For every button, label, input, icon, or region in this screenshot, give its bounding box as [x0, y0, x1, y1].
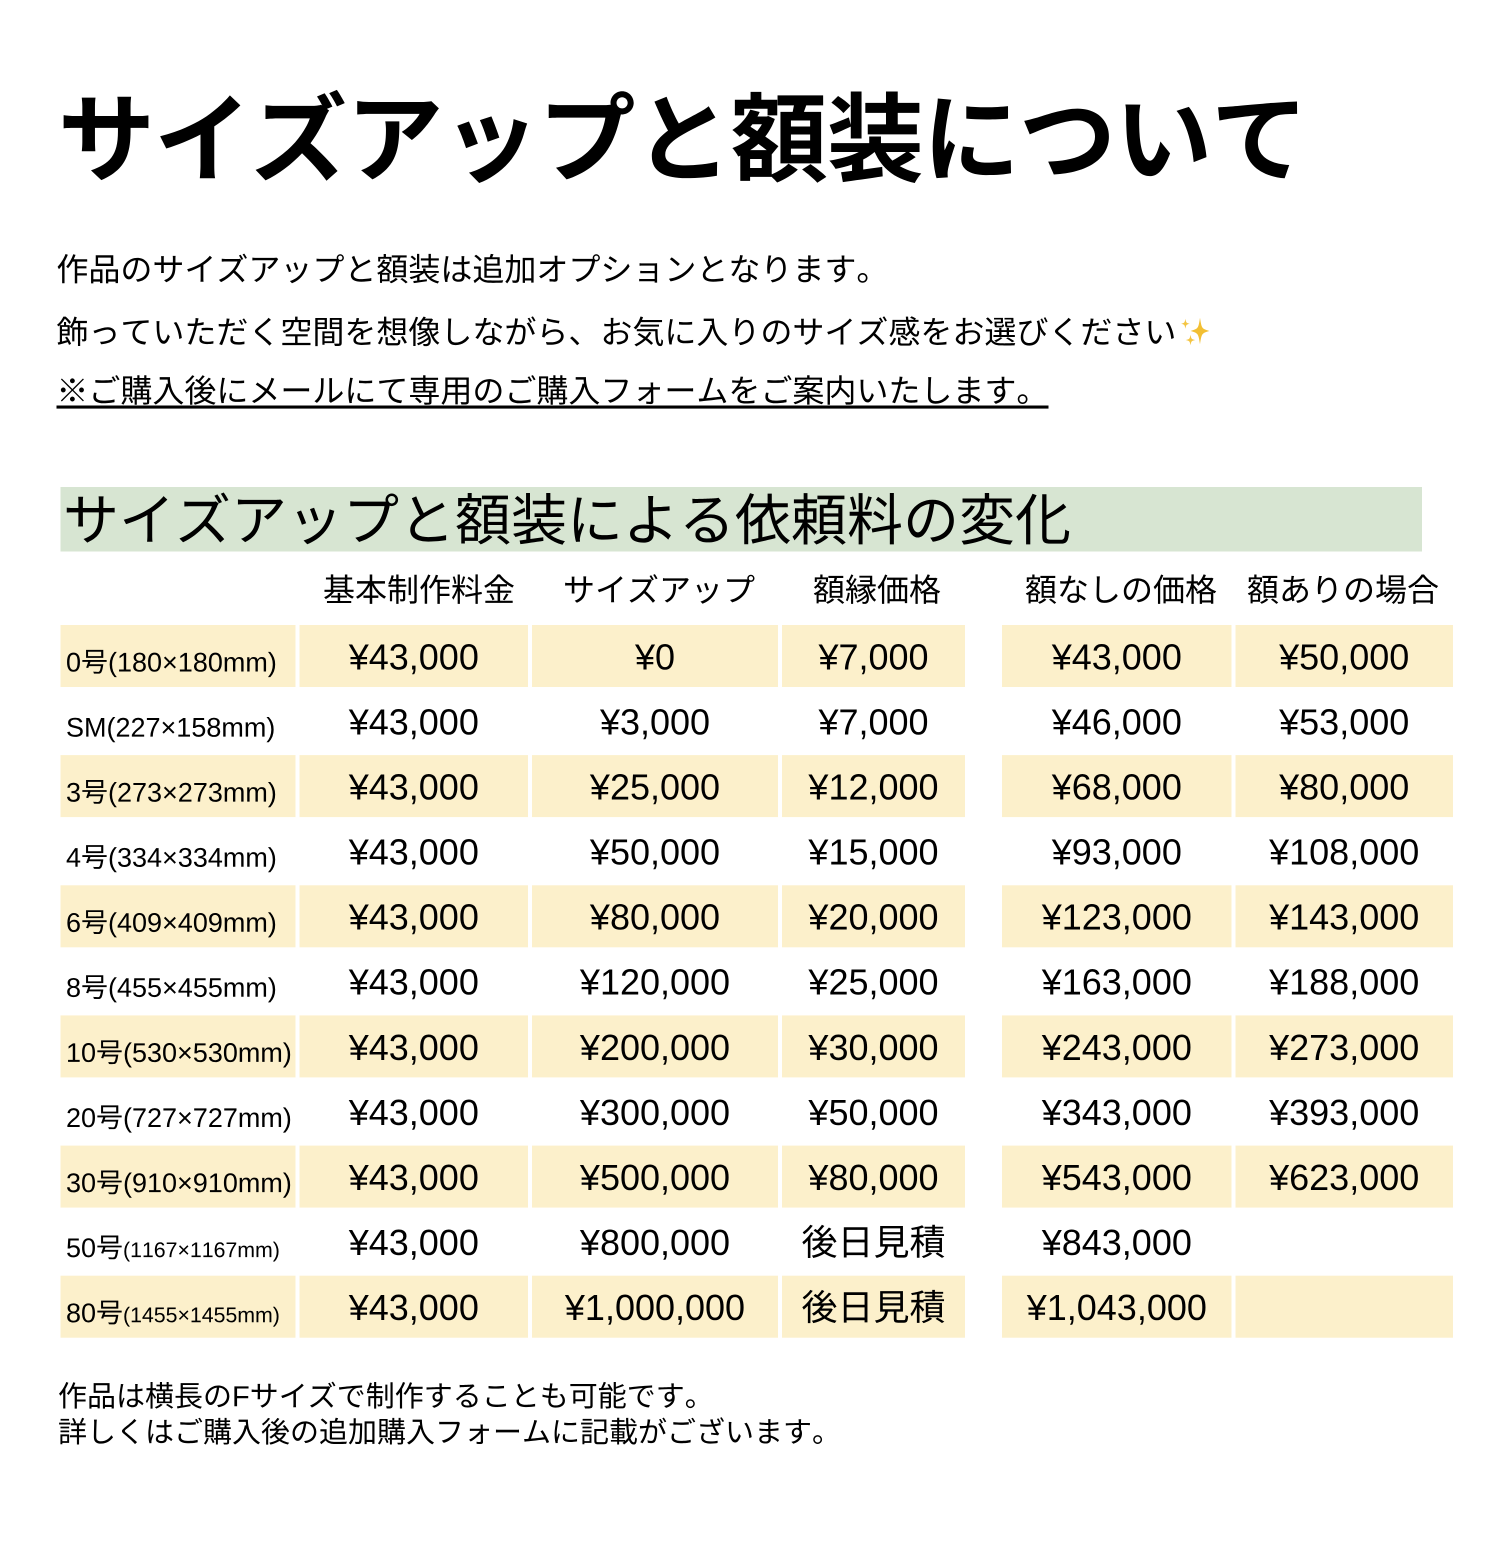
- svg-text:¥143,000: ¥143,000: [1268, 897, 1419, 938]
- svg-text:¥500,000: ¥500,000: [579, 1157, 730, 1198]
- svg-text:¥43,000: ¥43,000: [348, 1157, 479, 1198]
- svg-text:¥12,000: ¥12,000: [807, 767, 938, 808]
- svg-text:¥30,000: ¥30,000: [807, 1027, 938, 1068]
- svg-text:¥163,000: ¥163,000: [1041, 962, 1192, 1003]
- svg-text:¥93,000: ¥93,000: [1051, 832, 1182, 873]
- svg-text:¥50,000: ¥50,000: [589, 832, 720, 873]
- svg-text:¥43,000: ¥43,000: [348, 636, 479, 677]
- svg-text:¥68,000: ¥68,000: [1051, 767, 1182, 808]
- svg-text:¥300,000: ¥300,000: [579, 1092, 730, 1133]
- svg-text:¥188,000: ¥188,000: [1268, 962, 1419, 1003]
- svg-text:¥7,000: ¥7,000: [817, 636, 928, 677]
- svg-text:¥43,000: ¥43,000: [348, 1287, 479, 1328]
- svg-text:¥46,000: ¥46,000: [1051, 702, 1182, 743]
- svg-text:¥50,000: ¥50,000: [1278, 636, 1409, 677]
- svg-text:¥43,000: ¥43,000: [1051, 636, 1182, 677]
- svg-text:¥50,000: ¥50,000: [807, 1092, 938, 1133]
- svg-text:¥43,000: ¥43,000: [348, 767, 479, 808]
- svg-text:¥273,000: ¥273,000: [1268, 1027, 1419, 1068]
- svg-text:¥15,000: ¥15,000: [807, 832, 938, 873]
- svg-text:¥200,000: ¥200,000: [579, 1027, 730, 1068]
- svg-text:¥25,000: ¥25,000: [807, 962, 938, 1003]
- svg-text:¥43,000: ¥43,000: [348, 832, 479, 873]
- svg-text:¥1,043,000: ¥1,043,000: [1026, 1287, 1207, 1328]
- svg-text:¥243,000: ¥243,000: [1041, 1027, 1192, 1068]
- svg-text:¥0: ¥0: [634, 636, 675, 677]
- svg-text:¥43,000: ¥43,000: [348, 1222, 479, 1263]
- svg-text:¥43,000: ¥43,000: [348, 1027, 479, 1068]
- svg-text:¥623,000: ¥623,000: [1268, 1157, 1419, 1198]
- svg-text:¥108,000: ¥108,000: [1268, 832, 1419, 873]
- svg-text:¥80,000: ¥80,000: [589, 897, 720, 938]
- svg-text:¥43,000: ¥43,000: [348, 702, 479, 743]
- svg-text:¥53,000: ¥53,000: [1278, 702, 1409, 743]
- svg-text:¥343,000: ¥343,000: [1041, 1092, 1192, 1133]
- svg-text:¥7,000: ¥7,000: [817, 702, 928, 743]
- svg-text:¥393,000: ¥393,000: [1268, 1092, 1419, 1133]
- svg-text:¥843,000: ¥843,000: [1041, 1222, 1192, 1263]
- svg-text:¥43,000: ¥43,000: [348, 897, 479, 938]
- svg-text:¥123,000: ¥123,000: [1041, 897, 1192, 938]
- svg-text:¥120,000: ¥120,000: [579, 962, 730, 1003]
- svg-text:¥800,000: ¥800,000: [579, 1222, 730, 1263]
- svg-text:¥43,000: ¥43,000: [348, 962, 479, 1003]
- svg-text:¥43,000: ¥43,000: [348, 1092, 479, 1133]
- svg-text:¥20,000: ¥20,000: [807, 897, 938, 938]
- svg-text:¥3,000: ¥3,000: [599, 702, 710, 743]
- svg-text:¥25,000: ¥25,000: [589, 767, 720, 808]
- svg-text:¥1,000,000: ¥1,000,000: [564, 1287, 745, 1328]
- svg-text:¥80,000: ¥80,000: [1278, 767, 1409, 808]
- svg-text:¥543,000: ¥543,000: [1041, 1157, 1192, 1198]
- svg-text:¥80,000: ¥80,000: [807, 1157, 938, 1198]
